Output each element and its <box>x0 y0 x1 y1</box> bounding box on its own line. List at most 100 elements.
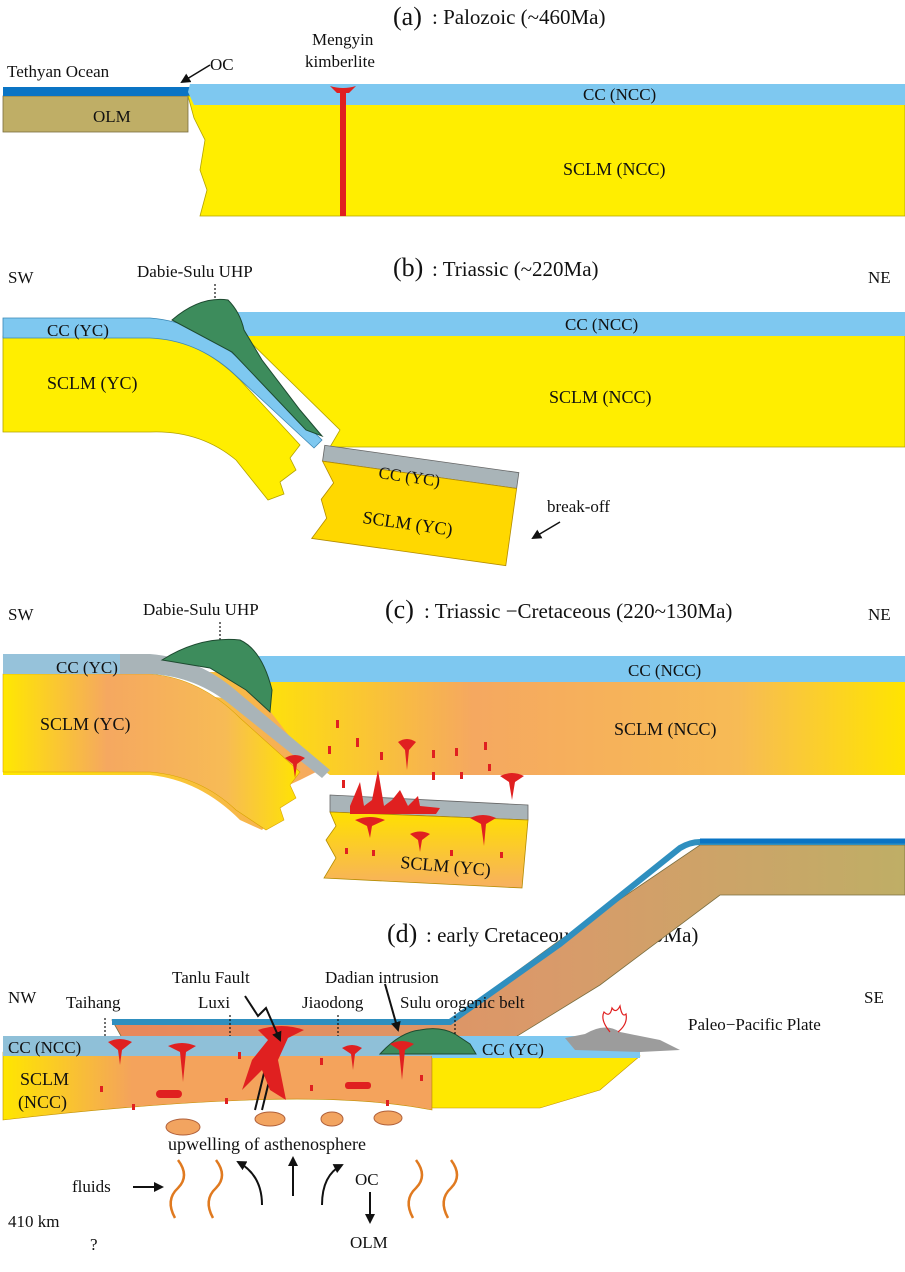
magma-drop <box>484 742 487 750</box>
taihang-label: Taihang <box>66 993 121 1012</box>
uhp-label-c: Dabie-Sulu UHP <box>143 600 259 619</box>
panel-b-letter: (b) <box>393 253 423 282</box>
panel-c-title: : Triassic −Cretaceous (220~130Ma) <box>424 599 732 623</box>
panel-a-title: : Palozoic (~460Ma) <box>432 5 606 29</box>
asthenosphere-blob <box>255 1112 285 1126</box>
tethyan-ocean-label: Tethyan Ocean <box>7 62 110 81</box>
nw-label: NW <box>8 988 37 1007</box>
magma-drop <box>336 720 339 728</box>
sclm-label-d: SCLM <box>20 1069 69 1089</box>
magma-sill <box>350 770 440 814</box>
panel-b-title: : Triassic (~220Ma) <box>432 257 599 281</box>
fluid-squiggle <box>209 1160 222 1218</box>
magma-drop <box>420 1075 423 1081</box>
magma-drop <box>310 1085 313 1091</box>
magma-drop <box>328 746 331 754</box>
depth-label: 410 km <box>8 1212 59 1231</box>
magma-drop <box>100 1086 103 1092</box>
magma-drop <box>380 752 383 760</box>
tanlu-label: Tanlu Fault <box>172 968 250 987</box>
slab-c-sclm <box>324 812 528 888</box>
breakoff-label: break-off <box>547 497 610 516</box>
gray-volcanic-arc <box>565 1027 680 1052</box>
cc-yc-label-c: CC (YC) <box>56 658 118 677</box>
magma-drop <box>345 848 348 854</box>
cc-ncc-label-d: CC (NCC) <box>8 1038 81 1057</box>
magma-drop <box>238 1052 241 1059</box>
cc-ncc-layer <box>188 84 905 105</box>
magma-drop <box>225 1098 228 1104</box>
sclm-ncc-block-c <box>240 672 905 775</box>
cc-ncc-label-c: CC (NCC) <box>628 661 701 680</box>
magma-drop <box>372 850 375 856</box>
magma-drop <box>356 738 359 747</box>
magma-drop <box>432 750 435 758</box>
fluid-squiggle <box>409 1160 422 1218</box>
ne-label-b: NE <box>868 268 891 287</box>
upwelling-arrow <box>322 1165 342 1205</box>
fluids-label: fluids <box>72 1177 111 1196</box>
magma-sill <box>156 1090 182 1098</box>
olm-label-a: OLM <box>93 107 131 126</box>
ne-label-c: NE <box>868 605 891 624</box>
kimberlite-pipe <box>340 88 346 216</box>
sclm-yc-label-b: SCLM (YC) <box>47 373 138 394</box>
cc-yc-label-b: CC (YC) <box>47 321 109 340</box>
magma-drop <box>132 1104 135 1110</box>
dadian-label: Dadian intrusion <box>325 968 439 987</box>
upwelling-arrow <box>238 1162 262 1205</box>
sclm-yc-label-c: SCLM (YC) <box>40 714 131 735</box>
magma-diapir <box>500 773 524 800</box>
magma-drop <box>432 772 435 780</box>
panel-d-letter: (d) <box>387 919 417 948</box>
upwelling-label: upwelling of asthenosphere <box>168 1134 366 1154</box>
panel-b: (b) : Triassic (~220Ma) SW NE Dabie-Sulu… <box>3 253 905 566</box>
sclm-ncc-label-b: SCLM (NCC) <box>549 387 652 408</box>
magma-sill <box>345 1082 371 1089</box>
ncc-label-d: (NCC) <box>18 1092 67 1113</box>
magma-drop <box>460 772 463 779</box>
panel-a-letter: (a) <box>393 2 422 31</box>
jiaodong-label: Jiaodong <box>302 993 364 1012</box>
sclm-ncc-label-a: SCLM (NCC) <box>563 159 666 180</box>
fluid-squiggle <box>444 1160 457 1218</box>
luxi-label: Luxi <box>198 993 230 1012</box>
breakoff-arrow <box>533 522 560 538</box>
question-label: ? <box>90 1235 98 1254</box>
uhp-label-b: Dabie-Sulu UHP <box>137 262 253 281</box>
magma-drop <box>455 748 458 756</box>
asthenosphere-blob <box>374 1111 402 1125</box>
tethyan-ocean-layer <box>3 87 190 96</box>
se-label: SE <box>864 988 884 1007</box>
cc-ncc-layer-c <box>240 656 905 682</box>
fluid-squiggle <box>171 1160 184 1218</box>
mengyin-label-2: kimberlite <box>305 52 375 71</box>
magma-drop <box>320 1058 323 1065</box>
olm-label-d: OLM <box>350 1233 388 1252</box>
asthenosphere-blobs <box>166 1111 402 1135</box>
oc-label-d: OC <box>355 1170 379 1189</box>
cc-yc-label-d: CC (YC) <box>482 1040 544 1059</box>
paleo-pacific-label: Paleo−Pacific Plate <box>688 1015 821 1034</box>
magma-drop <box>450 850 453 856</box>
sw-label-b: SW <box>8 268 34 287</box>
sw-label-c: SW <box>8 605 34 624</box>
oc-arrow-a <box>182 65 210 82</box>
breakoff-slab-b <box>312 445 519 565</box>
sclm-ncc-label-c: SCLM (NCC) <box>614 719 717 740</box>
cc-ncc-label-a: CC (NCC) <box>583 85 656 104</box>
panel-c-letter: (c) <box>385 595 414 624</box>
magma-drop <box>386 1100 389 1106</box>
sclm-yc-block-d <box>432 1056 640 1108</box>
magma-drop <box>500 852 503 858</box>
sclm-ncc-block <box>188 96 905 216</box>
mengyin-label-1: Mengyin <box>312 30 374 49</box>
asthenosphere-blob <box>321 1112 343 1126</box>
sulu-label: Sulu orogenic belt <box>400 993 525 1012</box>
magma-drop <box>488 764 491 771</box>
cc-ncc-label-b: CC (NCC) <box>565 315 638 334</box>
volcano-eruption-icon <box>603 1006 626 1032</box>
magma-drop <box>342 780 345 788</box>
panel-a: (a) : Palozoic (~460Ma) Tethyan Ocean OC… <box>3 2 905 216</box>
